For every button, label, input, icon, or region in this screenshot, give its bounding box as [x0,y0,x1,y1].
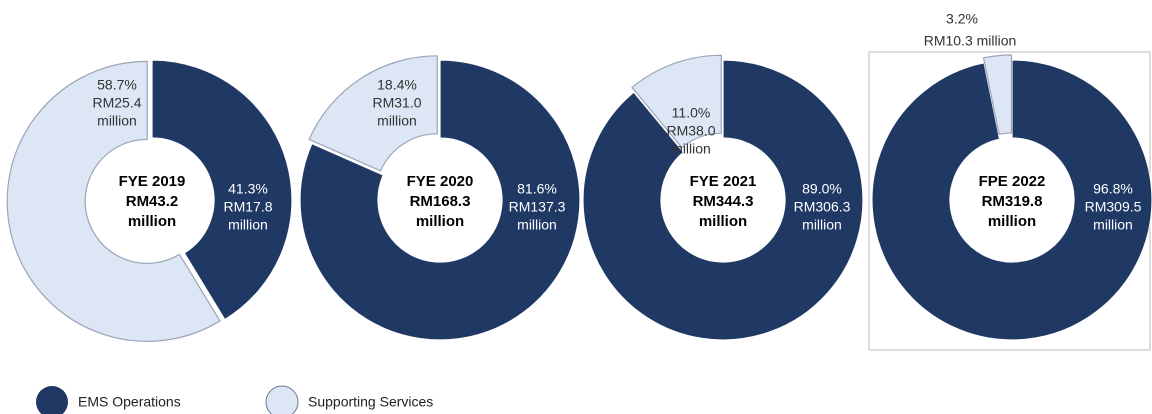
amount-label: million [377,113,417,129]
donut-slice [871,59,1152,341]
center-label: RM344.3 [693,193,754,210]
amount-label: RM17.8 [223,199,272,215]
center-label: RM168.3 [410,193,471,210]
value-label: 81.6% [517,181,557,197]
donut-slice [151,59,293,321]
amount-label: million [228,217,268,233]
legend-swatch [265,385,299,414]
amount-label: RM137.3 [509,199,566,215]
donut-slice [631,54,722,149]
value-label: 58.7% [97,77,137,93]
center-label: million [988,213,1036,230]
donut-slice [982,54,1013,135]
amount-label: RM38.0 [666,123,715,139]
amount-label: million [671,141,711,157]
donut-slice [582,59,864,341]
value-label: 11.0% [672,105,711,121]
center-label: million [699,213,747,230]
center-label: RM43.2 [126,193,179,210]
center-title: FPE 2022 [979,173,1046,190]
legend-label: EMS Operations [78,394,181,410]
donut-slice [6,60,221,342]
amount-label: RM309.5 [1085,199,1142,215]
donut-slice [299,59,581,341]
center-title: FYE 2019 [119,173,186,190]
value-label: 41.3% [228,181,268,197]
center-label: RM319.8 [982,193,1043,210]
amount-label: RM25.4 [92,95,141,111]
amount-label: million [517,217,557,233]
value-label: 3.2% [946,11,978,27]
amount-label: RM10.3 million [924,33,1017,49]
center-label: million [416,213,464,230]
center-title: FYE 2021 [690,173,757,190]
center-label: million [128,213,176,230]
center-title: FYE 2020 [407,173,474,190]
amount-label: RM306.3 [794,199,851,215]
value-label: 96.8% [1093,181,1133,197]
legend-label: Supporting Services [308,394,433,410]
value-label: 18.4% [377,77,417,93]
amount-label: RM31.0 [372,95,421,111]
amount-label: million [97,113,137,129]
amount-label: million [802,217,842,233]
legend-swatch [36,386,68,414]
donut-slice [308,55,438,172]
amount-label: million [1093,217,1133,233]
value-label: 89.0% [802,181,842,197]
